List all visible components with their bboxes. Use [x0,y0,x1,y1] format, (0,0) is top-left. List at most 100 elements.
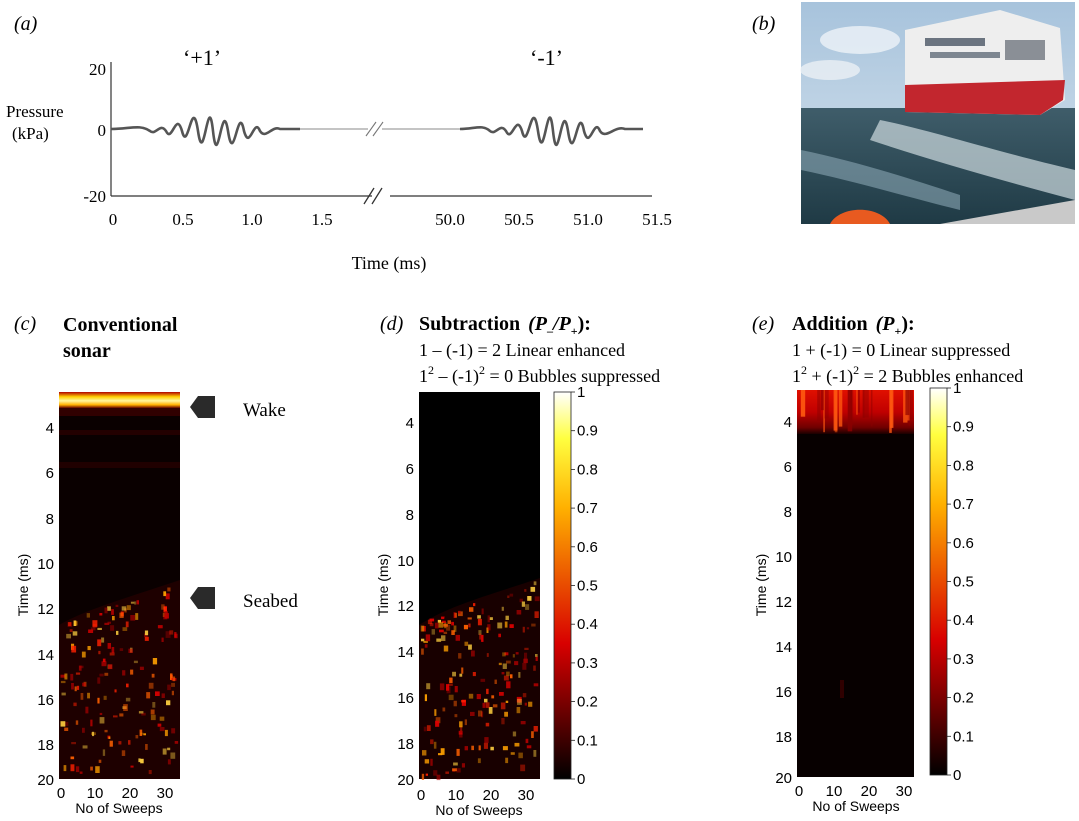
x-tick-label: 30 [518,787,535,804]
seabed-speckle-point [97,639,102,647]
seabed-speckle-point [426,683,431,690]
x-tick-label: 50.0 [435,210,465,229]
wake-streak [847,390,853,432]
seabed-speckle-point [455,634,460,641]
seabed-speckle-point [435,720,440,727]
x-tick-label: 30 [896,783,913,800]
seabed-speckle-point [99,673,104,677]
seabed-speckle-point [73,702,77,707]
seabed-speckle-point [505,700,509,703]
colorbar-tick-label: 0.2 [577,694,598,711]
seabed-speckle-point [87,692,90,699]
panel-a-label: (a) [14,13,38,35]
seabed-speckle-point [478,710,483,717]
seabed-speckle-point [421,648,424,655]
seabed-speckle-point [502,663,507,669]
seabed-speckle-point [526,745,532,749]
seabed-speckle-point [506,681,511,689]
seabed-speckle-point [80,693,84,700]
seabed-speckle-point [165,631,171,638]
pressure-axis-label-line1: Pressure [6,102,64,121]
pulse-negative-waveform [459,116,643,147]
seabed-speckle-point [506,660,511,664]
x-tick-label: 0 [417,787,425,804]
seabed-speckle-point [477,758,481,764]
seabed-speckle-point [459,721,463,728]
seabed-speckle-point [95,766,100,773]
seabed-speckle-point [135,735,139,739]
seabed-speckle-point [485,722,490,727]
seabed-speckle-point [148,770,152,775]
seabed-speckle-point [98,650,101,655]
seabed-speckle-point [92,623,97,628]
seabed-speckle-point [68,622,72,627]
seabed-speckle-point [456,748,460,756]
x-tick-label: 50.5 [504,210,534,229]
seabed-speckle-point [454,686,458,693]
seabed-speckle-point [441,616,445,620]
panel-e-equation-bubbles: 12 + (-1)2 = 2 Bubbles enhanced [792,363,1023,387]
seabed-speckle-point [104,729,108,733]
seabed-speckle-point [433,770,438,776]
wake-streak [823,390,825,433]
seabed-speckle-point [107,643,111,649]
lifebuoy [830,209,890,224]
seabed-speckle-point [71,645,77,653]
seabed-speckle-point [164,729,168,737]
x-tick-label: 30 [157,785,174,802]
seabed-speckle-point [453,700,457,707]
seabed-speckle-point [433,741,437,749]
wake-streak [838,390,843,427]
seabed-speckle-point [104,622,110,625]
wake-streak [864,390,869,418]
seabed-speckle-point [167,759,171,765]
seabed-speckle-point [504,652,509,656]
seabed-speckle-point [159,727,165,732]
seabed-speckle-point [74,621,78,626]
colorbar-tick-label: 0.7 [577,500,598,517]
seabed-speckle-point [486,688,489,695]
seabed-speckle-point [102,749,106,756]
seabed-speckle-point [526,627,530,630]
colorbar-tick-label: 0.1 [953,728,974,745]
seabed-speckle-point [443,624,448,627]
seabed-label: Seabed [243,591,298,612]
wake-arrow-icon [190,396,215,418]
seabed-speckle-point [71,683,74,690]
seabed-speckle-point [72,631,78,636]
seabed-speckle-point [97,677,101,684]
x-tick-label: 20 [483,787,500,804]
seabed-speckle-point [128,648,133,653]
seabed-speckle-point [79,771,83,774]
wake-streak [821,390,824,411]
seabed-speckle-point [440,748,445,755]
panel-d-title: Subtraction [419,313,520,335]
seabed-speckle-point [152,702,156,708]
seabed-speckle-point [512,654,515,658]
seabed-speckle-point [464,719,467,726]
seabed-speckle-point [467,617,472,620]
seabed-speckle-point [170,673,173,680]
x-tick-label: 10 [826,783,843,800]
seabed-speckle-point [449,677,453,683]
colorbar-tick-label: 0.1 [577,732,598,749]
seabed-speckle-point [448,694,454,701]
seabed-speckle-point [458,730,463,735]
seabed-speckle-point [514,742,520,747]
seabed-speckle-point [140,758,144,764]
seabed-speckle-point [507,595,510,598]
seabed-speckle-point [487,624,491,631]
seabed-speckle-point [452,671,456,677]
seabed-speckle-point [144,630,149,636]
y-tick-label: 20 [37,772,54,789]
seabed-speckle-point [438,753,443,756]
y-tick-label: -20 [83,187,106,206]
seabed-speckle-point [522,662,527,670]
seabed-speckle-point [435,717,441,724]
wake-streak [856,390,858,415]
seabed-speckle-point [459,732,463,738]
seabed-speckle-point [518,672,521,678]
seabed-speckle-point [443,645,449,652]
y-tick-label: 16 [775,684,792,701]
seabed-speckle-point [471,745,474,751]
